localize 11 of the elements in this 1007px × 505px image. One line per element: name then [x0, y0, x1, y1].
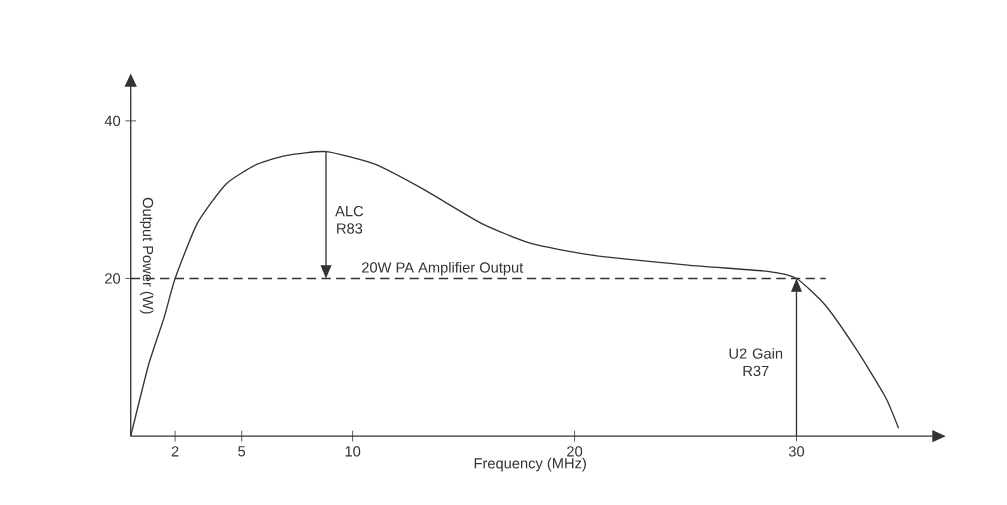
x-axis-title: Frequency (MHz) — [474, 457, 586, 472]
x-tick-label: 10 — [345, 445, 361, 457]
x-tick-label: 5 — [238, 445, 246, 457]
ref-line-label: 20W PA Amplifier Output — [362, 261, 524, 276]
x-tick-label: 2 — [171, 445, 179, 457]
annotation: U2 Gain R37 — [729, 347, 783, 376]
y-tick-label: 40 — [104, 115, 121, 126]
annotation: ALC R83 — [335, 205, 364, 234]
y-axis-title: Output Power (W) — [139, 197, 154, 314]
x-tick-label: 30 — [788, 445, 805, 457]
x-tick-label: 20 — [567, 445, 583, 457]
